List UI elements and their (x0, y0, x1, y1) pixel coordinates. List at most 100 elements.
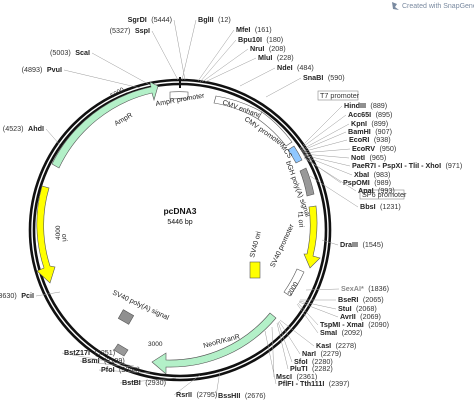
mcs-label: MCS (278, 143, 293, 160)
site-line (215, 370, 221, 397)
restriction-site-label: SfoI (2280) (294, 351, 333, 368)
site-position: (2065) (363, 295, 384, 304)
site-name: BglII (198, 15, 214, 24)
site-position: (2278) (336, 341, 357, 350)
site-line (301, 139, 348, 153)
restriction-site-label: BglII (12) (198, 9, 231, 26)
site-position: (2930) (145, 378, 166, 387)
site-line (265, 77, 302, 98)
site-name: DraIII (340, 240, 358, 249)
site-name: MluI (258, 53, 272, 62)
site-name: SnaBI (303, 73, 323, 82)
site-position: (3199) (104, 356, 125, 365)
site-name: Acc65I (348, 110, 371, 119)
site-line (45, 128, 61, 146)
site-line (173, 19, 186, 81)
site-name: XbaI (354, 170, 369, 179)
restriction-site-label: TspMI - XmaI (2090) (320, 314, 389, 331)
restriction-site-label: (5003) ScaI (50, 42, 90, 59)
site-line (296, 303, 319, 334)
site-name: ScaI (75, 48, 90, 57)
sv40-ori-feature (249, 261, 261, 279)
site-name: NdeI (277, 63, 293, 72)
site-position: (5444) (151, 15, 172, 24)
tick-4000: 4000 (55, 225, 62, 240)
site-name: SfoI (294, 357, 308, 366)
site-name: BstZ17I (64, 348, 90, 357)
f1-ori-label: f1 ori (296, 212, 304, 229)
site-name: PflFI - Tth111I (278, 379, 324, 388)
site-position: (1231) (380, 202, 401, 211)
site-line (276, 322, 289, 370)
restriction-site-label: DraIII (1545) (340, 234, 383, 251)
site-name: BstBI (122, 378, 141, 387)
restriction-site-label: KpnI (899) (351, 113, 388, 130)
site-line (279, 319, 315, 347)
site-name: EcoRI (349, 135, 369, 144)
site-position: (228) (277, 53, 294, 62)
site-line (61, 352, 135, 367)
site-name: SspI (135, 26, 150, 35)
site-name: NarI (302, 349, 316, 358)
site-position: (5327) (110, 26, 131, 35)
site-position: (2280) (312, 357, 333, 366)
site-line (35, 291, 61, 297)
site-name: BssHII (218, 391, 240, 400)
site-position: (895) (376, 110, 393, 119)
site-line (91, 52, 151, 86)
site-line (301, 148, 351, 154)
site-position: (950) (380, 144, 397, 153)
ampr-label: AmpR (114, 112, 134, 128)
neor-kanr-feature (151, 312, 277, 375)
site-name: SmaI (320, 328, 337, 337)
restriction-site-label: MscI (2361) (276, 366, 317, 383)
site-name: SexAI* (341, 284, 364, 293)
site-position: (965) (369, 153, 386, 162)
site-name: NotI (351, 153, 365, 162)
restriction-site-label: BseRI (2065) (338, 289, 384, 306)
site-position: (2795) (196, 390, 217, 399)
restriction-site-label: PluTI (2282) (290, 358, 333, 375)
restriction-site-label: EcoRI (938) (349, 129, 391, 146)
restriction-site-label: StuI (2068) (338, 298, 377, 315)
restriction-site-label: RsrII (2795) (176, 384, 217, 401)
site-name: MscI (276, 372, 292, 381)
site-position: (1545) (362, 240, 383, 249)
site-name: NruI (250, 44, 264, 53)
site-name: MfeI (236, 25, 250, 34)
restriction-site-label: NruI (208) (250, 38, 286, 55)
site-line (204, 57, 257, 83)
site-name: AvrII (340, 312, 356, 321)
ori-label: ori (60, 234, 68, 243)
restriction-site-label: EcoRV (950) (352, 138, 396, 155)
site-name: AhdI (28, 124, 44, 133)
site-line (303, 155, 353, 176)
restriction-site-label: BstBI (2930) (122, 372, 166, 389)
site-name: Bpu10I (238, 35, 262, 44)
site-position: (2092) (342, 328, 363, 337)
restriction-site-label: BbsI (1231) (360, 196, 401, 213)
site-line (119, 377, 177, 384)
site-position: (989) (374, 178, 391, 187)
site-name: BseRI (338, 295, 358, 304)
site-position: (2676) (245, 391, 266, 400)
restriction-site-label: BamHI (907) (348, 121, 392, 138)
sv40-polya-box (117, 309, 135, 325)
site-position: (2090) (368, 320, 389, 329)
site-position: (2069) (360, 312, 381, 321)
site-position: (2282) (312, 364, 333, 373)
restriction-site-label: PflFI - Tth111I (2397) (278, 373, 350, 390)
sp6-promoter-box (359, 189, 405, 200)
site-line (300, 131, 347, 152)
sv40-polya-feature (113, 343, 129, 357)
ampr-feature (51, 81, 159, 169)
sv40-promoter-label: SV40 promoter (269, 223, 296, 269)
site-position: (899) (371, 119, 388, 128)
site-position: (2279) (320, 349, 341, 358)
site-name: KasI (316, 341, 331, 350)
restriction-site-label: NdeI (484) (277, 57, 314, 74)
site-position: (938) (374, 135, 391, 144)
site-name: PvuI (47, 65, 62, 74)
site-position: (971) (446, 161, 463, 170)
